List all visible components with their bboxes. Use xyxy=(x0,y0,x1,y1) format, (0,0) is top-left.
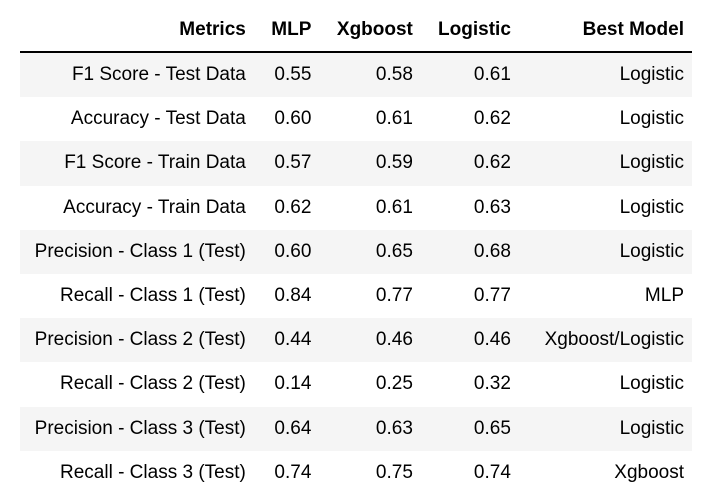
table-row: Precision - Class 2 (Test) 0.44 0.46 0.4… xyxy=(20,318,692,363)
mlp-value-cell: 0.55 xyxy=(253,52,320,98)
metric-name-cell: Accuracy - Train Data xyxy=(20,185,254,230)
mlp-value-cell: 0.44 xyxy=(253,318,320,363)
table-body: F1 Score - Test Data 0.55 0.58 0.61 Logi… xyxy=(20,52,692,495)
column-header-best-model: Best Model xyxy=(518,8,692,53)
column-header-mlp: MLP xyxy=(253,8,320,53)
logistic-value-cell: 0.32 xyxy=(420,362,519,407)
xgboost-value-cell: 0.46 xyxy=(319,318,421,363)
xgboost-value-cell: 0.61 xyxy=(319,97,421,142)
logistic-value-cell: 0.62 xyxy=(420,141,519,186)
xgboost-value-cell: 0.65 xyxy=(319,229,421,274)
best-model-cell: Logistic xyxy=(518,229,692,274)
mlp-value-cell: 0.60 xyxy=(253,229,320,274)
best-model-cell: Xgboost xyxy=(518,450,692,495)
best-model-cell: Logistic xyxy=(518,141,692,186)
logistic-value-cell: 0.61 xyxy=(420,52,519,98)
best-model-cell: Logistic xyxy=(518,406,692,451)
best-model-cell: Logistic xyxy=(518,97,692,142)
metric-name-cell: F1 Score - Test Data xyxy=(20,52,254,98)
metrics-comparison-table: Metrics MLP Xgboost Logistic Best Model … xyxy=(20,8,692,495)
header-row: Metrics MLP Xgboost Logistic Best Model xyxy=(20,8,692,53)
table-row: Accuracy - Test Data 0.60 0.61 0.62 Logi… xyxy=(20,97,692,142)
mlp-value-cell: 0.57 xyxy=(253,141,320,186)
table-row: Precision - Class 3 (Test) 0.64 0.63 0.6… xyxy=(20,406,692,451)
table-row: F1 Score - Test Data 0.55 0.58 0.61 Logi… xyxy=(20,52,692,98)
table-row: Precision - Class 1 (Test) 0.60 0.65 0.6… xyxy=(20,229,692,274)
metric-name-cell: Precision - Class 1 (Test) xyxy=(20,229,254,274)
table-row: F1 Score - Train Data 0.57 0.59 0.62 Log… xyxy=(20,141,692,186)
metric-name-cell: Recall - Class 3 (Test) xyxy=(20,450,254,495)
mlp-value-cell: 0.62 xyxy=(253,185,320,230)
mlp-value-cell: 0.60 xyxy=(253,97,320,142)
logistic-value-cell: 0.63 xyxy=(420,185,519,230)
mlp-value-cell: 0.74 xyxy=(253,450,320,495)
metric-name-cell: F1 Score - Train Data xyxy=(20,141,254,186)
logistic-value-cell: 0.62 xyxy=(420,97,519,142)
xgboost-value-cell: 0.59 xyxy=(319,141,421,186)
column-header-logistic: Logistic xyxy=(420,8,519,53)
best-model-cell: Xgboost/Logistic xyxy=(518,318,692,363)
metric-name-cell: Precision - Class 2 (Test) xyxy=(20,318,254,363)
metric-name-cell: Recall - Class 2 (Test) xyxy=(20,362,254,407)
column-header-xgboost: Xgboost xyxy=(319,8,421,53)
logistic-value-cell: 0.74 xyxy=(420,450,519,495)
mlp-value-cell: 0.64 xyxy=(253,406,320,451)
column-header-metrics: Metrics xyxy=(20,8,254,53)
logistic-value-cell: 0.77 xyxy=(420,273,519,319)
logistic-value-cell: 0.65 xyxy=(420,406,519,451)
xgboost-value-cell: 0.77 xyxy=(319,273,421,319)
table-row: Recall - Class 3 (Test) 0.74 0.75 0.74 X… xyxy=(20,450,692,495)
table-row: Recall - Class 1 (Test) 0.84 0.77 0.77 M… xyxy=(20,273,692,319)
best-model-cell: Logistic xyxy=(518,185,692,230)
best-model-cell: Logistic xyxy=(518,52,692,98)
metric-name-cell: Precision - Class 3 (Test) xyxy=(20,406,254,451)
table-row: Recall - Class 2 (Test) 0.14 0.25 0.32 L… xyxy=(20,362,692,407)
best-model-cell: Logistic xyxy=(518,362,692,407)
xgboost-value-cell: 0.58 xyxy=(319,52,421,98)
best-model-cell: MLP xyxy=(518,273,692,319)
metric-name-cell: Recall - Class 1 (Test) xyxy=(20,273,254,319)
mlp-value-cell: 0.84 xyxy=(253,273,320,319)
xgboost-value-cell: 0.25 xyxy=(319,362,421,407)
xgboost-value-cell: 0.63 xyxy=(319,406,421,451)
table-row: Accuracy - Train Data 0.62 0.61 0.63 Log… xyxy=(20,185,692,230)
table-header: Metrics MLP Xgboost Logistic Best Model xyxy=(20,8,692,53)
mlp-value-cell: 0.14 xyxy=(253,362,320,407)
xgboost-value-cell: 0.75 xyxy=(319,450,421,495)
xgboost-value-cell: 0.61 xyxy=(319,185,421,230)
metric-name-cell: Accuracy - Test Data xyxy=(20,97,254,142)
logistic-value-cell: 0.46 xyxy=(420,318,519,363)
logistic-value-cell: 0.68 xyxy=(420,229,519,274)
